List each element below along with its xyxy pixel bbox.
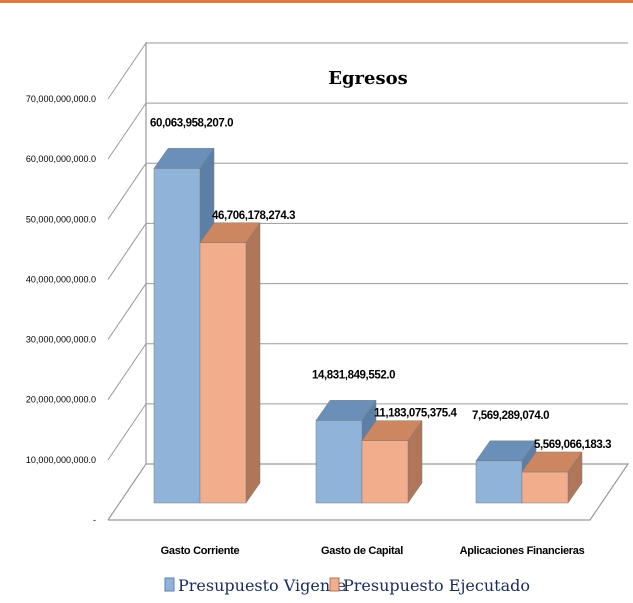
- gridline-side: [107, 283, 147, 340]
- gridline-side: [107, 343, 147, 400]
- y-tick-label: -: [93, 515, 96, 525]
- gridline-side: [107, 223, 147, 280]
- data-label: 11,183,075,375.4: [374, 408, 457, 420]
- data-label: 7,569,289,074.0: [472, 410, 549, 422]
- data-labels: 60,063,958,207.0 46,706,178,274.3 14,831,8…: [150, 117, 612, 451]
- legend-label: Presupuesto Ejecutado: [343, 576, 530, 595]
- category-label: Aplicaciones Financieras: [460, 545, 585, 557]
- data-label: 5,569,066,183.3: [534, 439, 611, 451]
- y-tick-label: 50,000,000,000.0: [26, 214, 96, 224]
- bar-side-1-0: [245, 221, 261, 504]
- bars: [153, 147, 583, 504]
- bar-1-1: [361, 440, 409, 504]
- y-tick-label: 60,000,000,000.0: [26, 154, 96, 164]
- bar-top-1-2: [521, 451, 583, 473]
- bar-1-2: [521, 471, 569, 504]
- gridline-side: [107, 42, 147, 100]
- back-wall-edge: [107, 42, 147, 521]
- bar-top-0-0: [153, 148, 215, 169]
- legend-swatch: [329, 577, 340, 592]
- legend-label: Presupuesto Vigente: [178, 576, 346, 595]
- category-label: Gasto Corriente: [161, 545, 240, 557]
- bar-top-0-1: [315, 400, 377, 421]
- data-label: 14,831,849,552.0: [312, 369, 395, 381]
- chart-title: Egresos: [328, 68, 408, 89]
- gridline-side: [107, 102, 147, 160]
- bar-0-2: [475, 460, 523, 504]
- category-labels: Gasto Corriente Gasto de Capital Aplicacio…: [161, 545, 585, 557]
- category-label: Gasto de Capital: [321, 545, 403, 557]
- gridline-side: [107, 403, 147, 461]
- data-label: 60,063,958,207.0: [150, 117, 233, 129]
- bar-1-0: [199, 242, 247, 504]
- y-tick-label: 30,000,000,000.0: [26, 335, 96, 345]
- y-tick-label: 70,000,000,000.0: [26, 94, 96, 104]
- bar-top-1-0: [199, 222, 261, 244]
- y-tick-label: 20,000,000,000.0: [26, 395, 96, 405]
- data-label: 46,706,178,274.3: [212, 210, 295, 222]
- bar-top-0-2: [475, 440, 537, 462]
- y-tick-label: 40,000,000,000.0: [26, 274, 96, 284]
- top-border: [0, 0, 633, 3]
- legend-swatch: [164, 577, 175, 592]
- gridline-side: [107, 163, 147, 220]
- bar-0-0: [153, 168, 201, 504]
- y-axis-ticks: - 10,000,000,000.0 20,000,000,000.0 30,000,…: [26, 94, 96, 525]
- bar-0-1: [315, 420, 363, 504]
- bar-top-1-1: [361, 420, 423, 441]
- y-tick-label: 10,000,000,000.0: [26, 455, 96, 465]
